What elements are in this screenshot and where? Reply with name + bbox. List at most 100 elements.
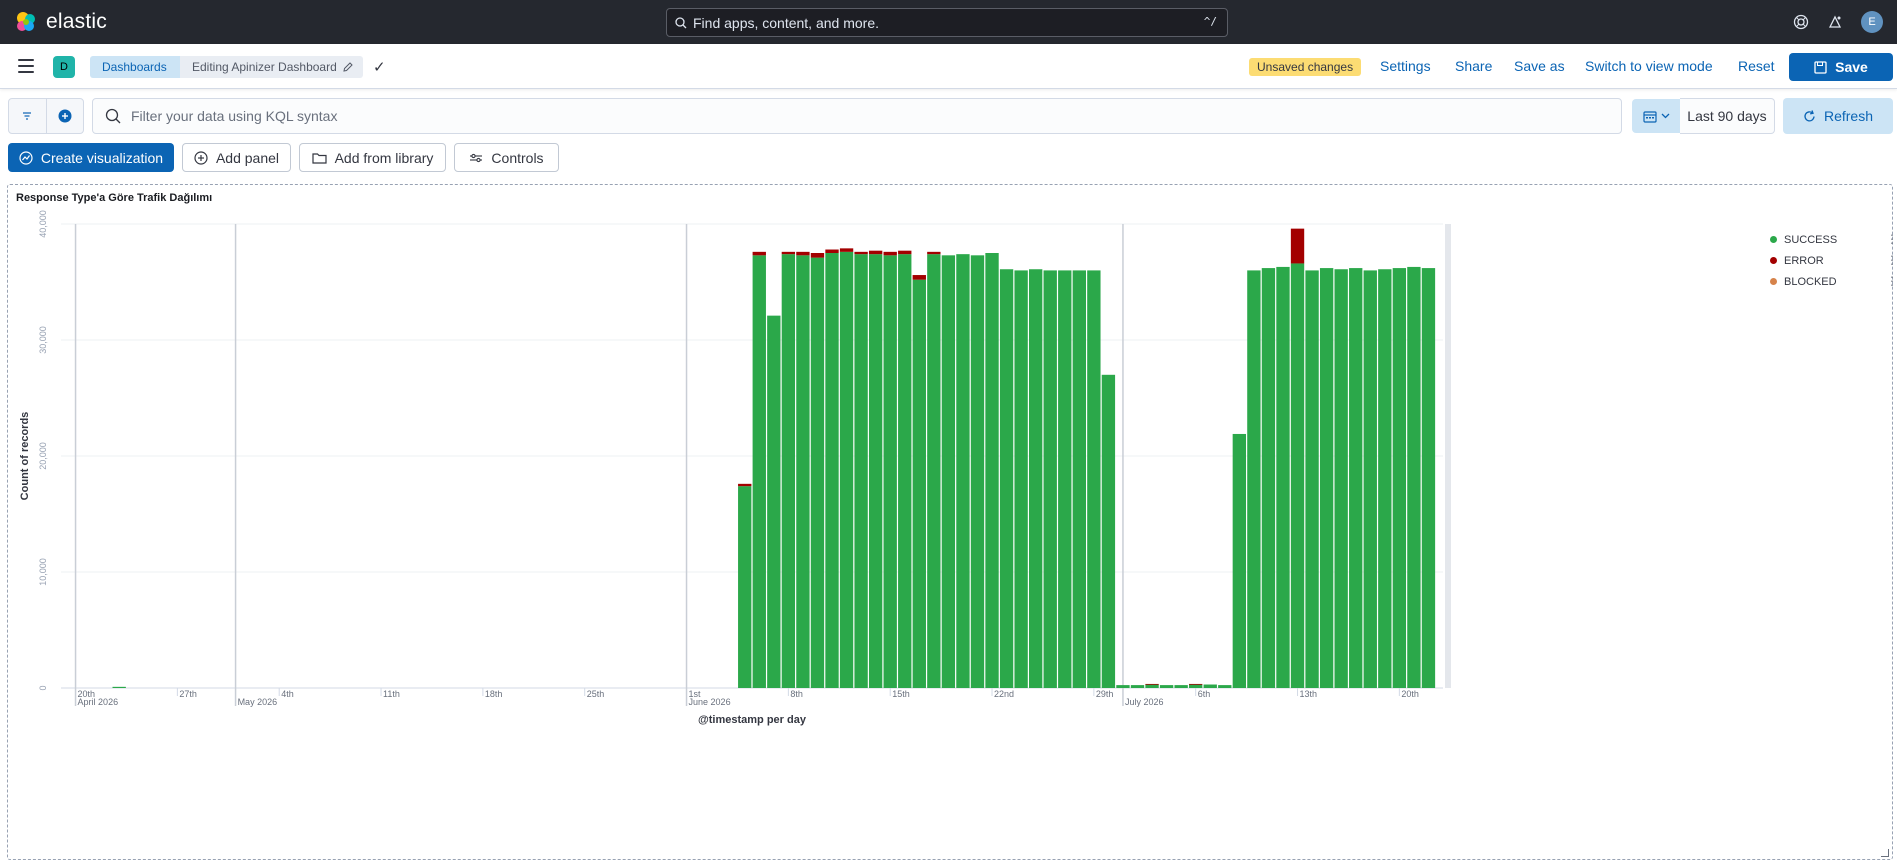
- bar-error: [796, 251, 810, 256]
- date-range-display[interactable]: Last 90 days: [1680, 98, 1775, 134]
- check-icon[interactable]: ✓: [373, 59, 386, 76]
- bar-error: [1145, 683, 1159, 685]
- legend-item-blocked[interactable]: BLOCKED ⋮: [1770, 271, 1897, 292]
- user-avatar[interactable]: E: [1861, 11, 1883, 33]
- bar-error: [839, 248, 854, 252]
- save-icon: [1814, 60, 1827, 74]
- bar-success: [752, 255, 766, 688]
- refresh-label: Refresh: [1823, 108, 1874, 124]
- bar-success: [1043, 270, 1057, 688]
- bar-error: [1290, 228, 1305, 264]
- bar-success: [112, 686, 126, 688]
- switch-view-mode-link[interactable]: Switch to view mode: [1585, 58, 1713, 74]
- folder-icon: [311, 152, 327, 164]
- add-panel-button[interactable]: Add panel: [182, 143, 291, 172]
- settings-link[interactable]: Settings: [1380, 58, 1431, 74]
- bar-success: [1290, 263, 1305, 688]
- bar-success: [956, 254, 970, 688]
- bar-success: [1276, 266, 1290, 688]
- save-as-link[interactable]: Save as: [1514, 58, 1565, 74]
- search-shortcut: ^/: [1203, 15, 1217, 28]
- brand-name: elastic: [46, 10, 107, 33]
- bar-success: [1218, 685, 1232, 688]
- x-tick-label: 22nd: [994, 689, 1014, 699]
- y-tick-label: 20,000: [38, 442, 48, 470]
- bar-success: [1392, 268, 1407, 688]
- menu-toggle-icon[interactable]: [18, 59, 34, 73]
- bar-success: [1232, 433, 1247, 688]
- share-link[interactable]: Share: [1455, 58, 1493, 74]
- chevron-down-icon: [1661, 113, 1669, 119]
- panel-resize-handle[interactable]: [1881, 849, 1889, 857]
- space-avatar[interactable]: D: [53, 56, 75, 78]
- x-tick-label: 6th: [1198, 689, 1211, 699]
- controls-label: Controls: [491, 149, 544, 166]
- create-visualization-label: Create visualization: [40, 149, 164, 166]
- x-tick-label: 1st: [689, 689, 702, 699]
- create-visualization-button[interactable]: Create visualization: [8, 143, 174, 172]
- elastic-logo[interactable]: elastic: [14, 10, 107, 34]
- bar-success: [1378, 269, 1392, 688]
- unsaved-changes-badge: Unsaved changes: [1249, 58, 1362, 76]
- plus-circle-icon: [58, 109, 72, 123]
- date-quick-menu-button[interactable]: [1632, 99, 1680, 133]
- bar-success: [1203, 684, 1217, 688]
- legend-item-error[interactable]: ERROR ⋮: [1770, 250, 1897, 271]
- add-from-library-button[interactable]: Add from library: [299, 143, 446, 172]
- legend-options-icon[interactable]: ⋮: [1886, 274, 1897, 288]
- controls-button[interactable]: Controls: [454, 143, 559, 172]
- bar-error: [752, 251, 766, 256]
- y-axis-title: Count of records: [19, 412, 31, 501]
- refresh-button[interactable]: Refresh: [1783, 98, 1893, 134]
- bar-error: [912, 275, 926, 280]
- y-tick-label: 30,000: [38, 326, 48, 354]
- bar-success: [970, 255, 985, 688]
- bar-success: [883, 255, 897, 688]
- breadcrumb-dashboards[interactable]: Dashboards: [90, 56, 189, 78]
- x-tick-label: 15th: [892, 689, 910, 699]
- controls-icon: [470, 153, 483, 162]
- app-header: D Dashboards Editing Apinizer Dashboard …: [0, 44, 1897, 89]
- bar-success: [1189, 684, 1203, 688]
- filter-menu-button[interactable]: [9, 99, 47, 133]
- legend-label-blocked: BLOCKED: [1784, 275, 1837, 288]
- search-placeholder: Find apps, content, and more.: [693, 14, 879, 31]
- filter-controls: [8, 98, 84, 134]
- x-axis-title: @timestamp per day: [698, 714, 807, 726]
- news-feed-icon[interactable]: [1827, 14, 1843, 30]
- breadcrumb-current[interactable]: Editing Apinizer Dashboard: [180, 56, 363, 78]
- bar-success: [1130, 685, 1145, 688]
- legend-label-success: SUCCESS: [1784, 233, 1838, 246]
- bar-success: [1014, 270, 1028, 688]
- bar-error: [1189, 683, 1203, 685]
- legend-item-success[interactable]: SUCCESS ⋮: [1770, 229, 1897, 250]
- save-button-label: Save: [1835, 59, 1868, 75]
- bar-success: [1072, 270, 1086, 688]
- chart-scrollbar: [1445, 224, 1451, 688]
- bar-success: [825, 253, 839, 688]
- reset-link[interactable]: Reset: [1738, 58, 1775, 74]
- x-tick-label: 20th: [1401, 689, 1419, 699]
- kql-search-input[interactable]: Filter your data using KQL syntax: [92, 98, 1622, 134]
- x-tick-sublabel: June 2026: [689, 697, 731, 707]
- add-filter-button[interactable]: [47, 99, 84, 133]
- x-tick-label: 25th: [587, 689, 605, 699]
- x-tick-sublabel: July 2026: [1125, 697, 1164, 707]
- legend-options-icon[interactable]: ⋮: [1886, 232, 1897, 246]
- bar-success: [1319, 268, 1334, 688]
- kql-placeholder: Filter your data using KQL syntax: [131, 108, 338, 124]
- global-search-input[interactable]: Find apps, content, and more. ^/: [666, 8, 1228, 37]
- x-tick-label: 4th: [281, 689, 294, 699]
- breadcrumb-current-label: Editing Apinizer Dashboard: [192, 60, 337, 74]
- bar-success: [1087, 270, 1101, 688]
- bar-success: [1421, 268, 1436, 688]
- legend-options-icon[interactable]: ⋮: [1886, 253, 1897, 267]
- bar-success: [1349, 268, 1363, 688]
- bar-success: [1305, 270, 1319, 688]
- calendar-icon: [1642, 110, 1657, 123]
- save-button[interactable]: Save: [1789, 53, 1893, 81]
- legend-label-error: ERROR: [1784, 254, 1824, 267]
- visualization-panel[interactable]: Response Type'a Göre Trafik Dağılımı 0 10…: [7, 184, 1897, 860]
- help-icon[interactable]: [1793, 14, 1809, 30]
